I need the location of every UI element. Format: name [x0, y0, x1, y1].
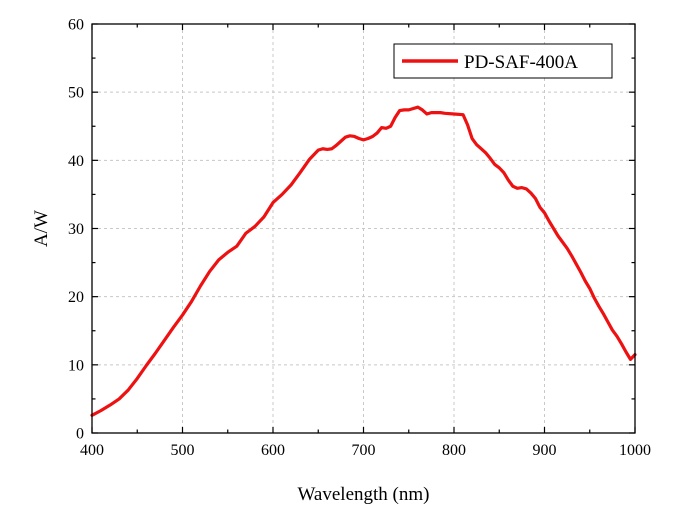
series-line-pd-saf-400a: [90, 105, 637, 417]
legend-box: [393, 43, 613, 79]
y-tick-label-30: 30: [68, 221, 84, 238]
y-tick-label-20: 20: [68, 289, 84, 306]
x-tick-label-700: 700: [352, 442, 376, 459]
x-tick-label-500: 500: [171, 442, 195, 459]
legend-label-pd-saf-400a: PD-SAF-400A: [464, 52, 578, 73]
x-tick-label-800: 800: [442, 442, 466, 459]
legend: PD-SAF-400A: [393, 43, 613, 79]
y-tick-label-40: 40: [68, 153, 84, 170]
y-tick-label-50: 50: [68, 85, 84, 102]
grid: [92, 24, 635, 433]
x-tick-label-900: 900: [533, 442, 557, 459]
series-layer: [90, 105, 637, 417]
x-tick-label-1000: 1000: [619, 442, 651, 459]
x-tick-label-400: 400: [80, 442, 104, 459]
y-tick-label-10: 10: [68, 357, 84, 374]
y-axis-title: A/W: [31, 210, 52, 247]
tick-labels: 400 500 600 700 800 900 1000 0 10 20 30 40 50 60: [68, 17, 651, 460]
y-tick-label-0: 0: [76, 426, 84, 443]
axes: [91, 23, 636, 434]
x-tick-label-600: 600: [261, 442, 285, 459]
x-axis-title: Wavelength (nm): [298, 484, 430, 505]
y-tick-label-60: 60: [68, 17, 84, 34]
